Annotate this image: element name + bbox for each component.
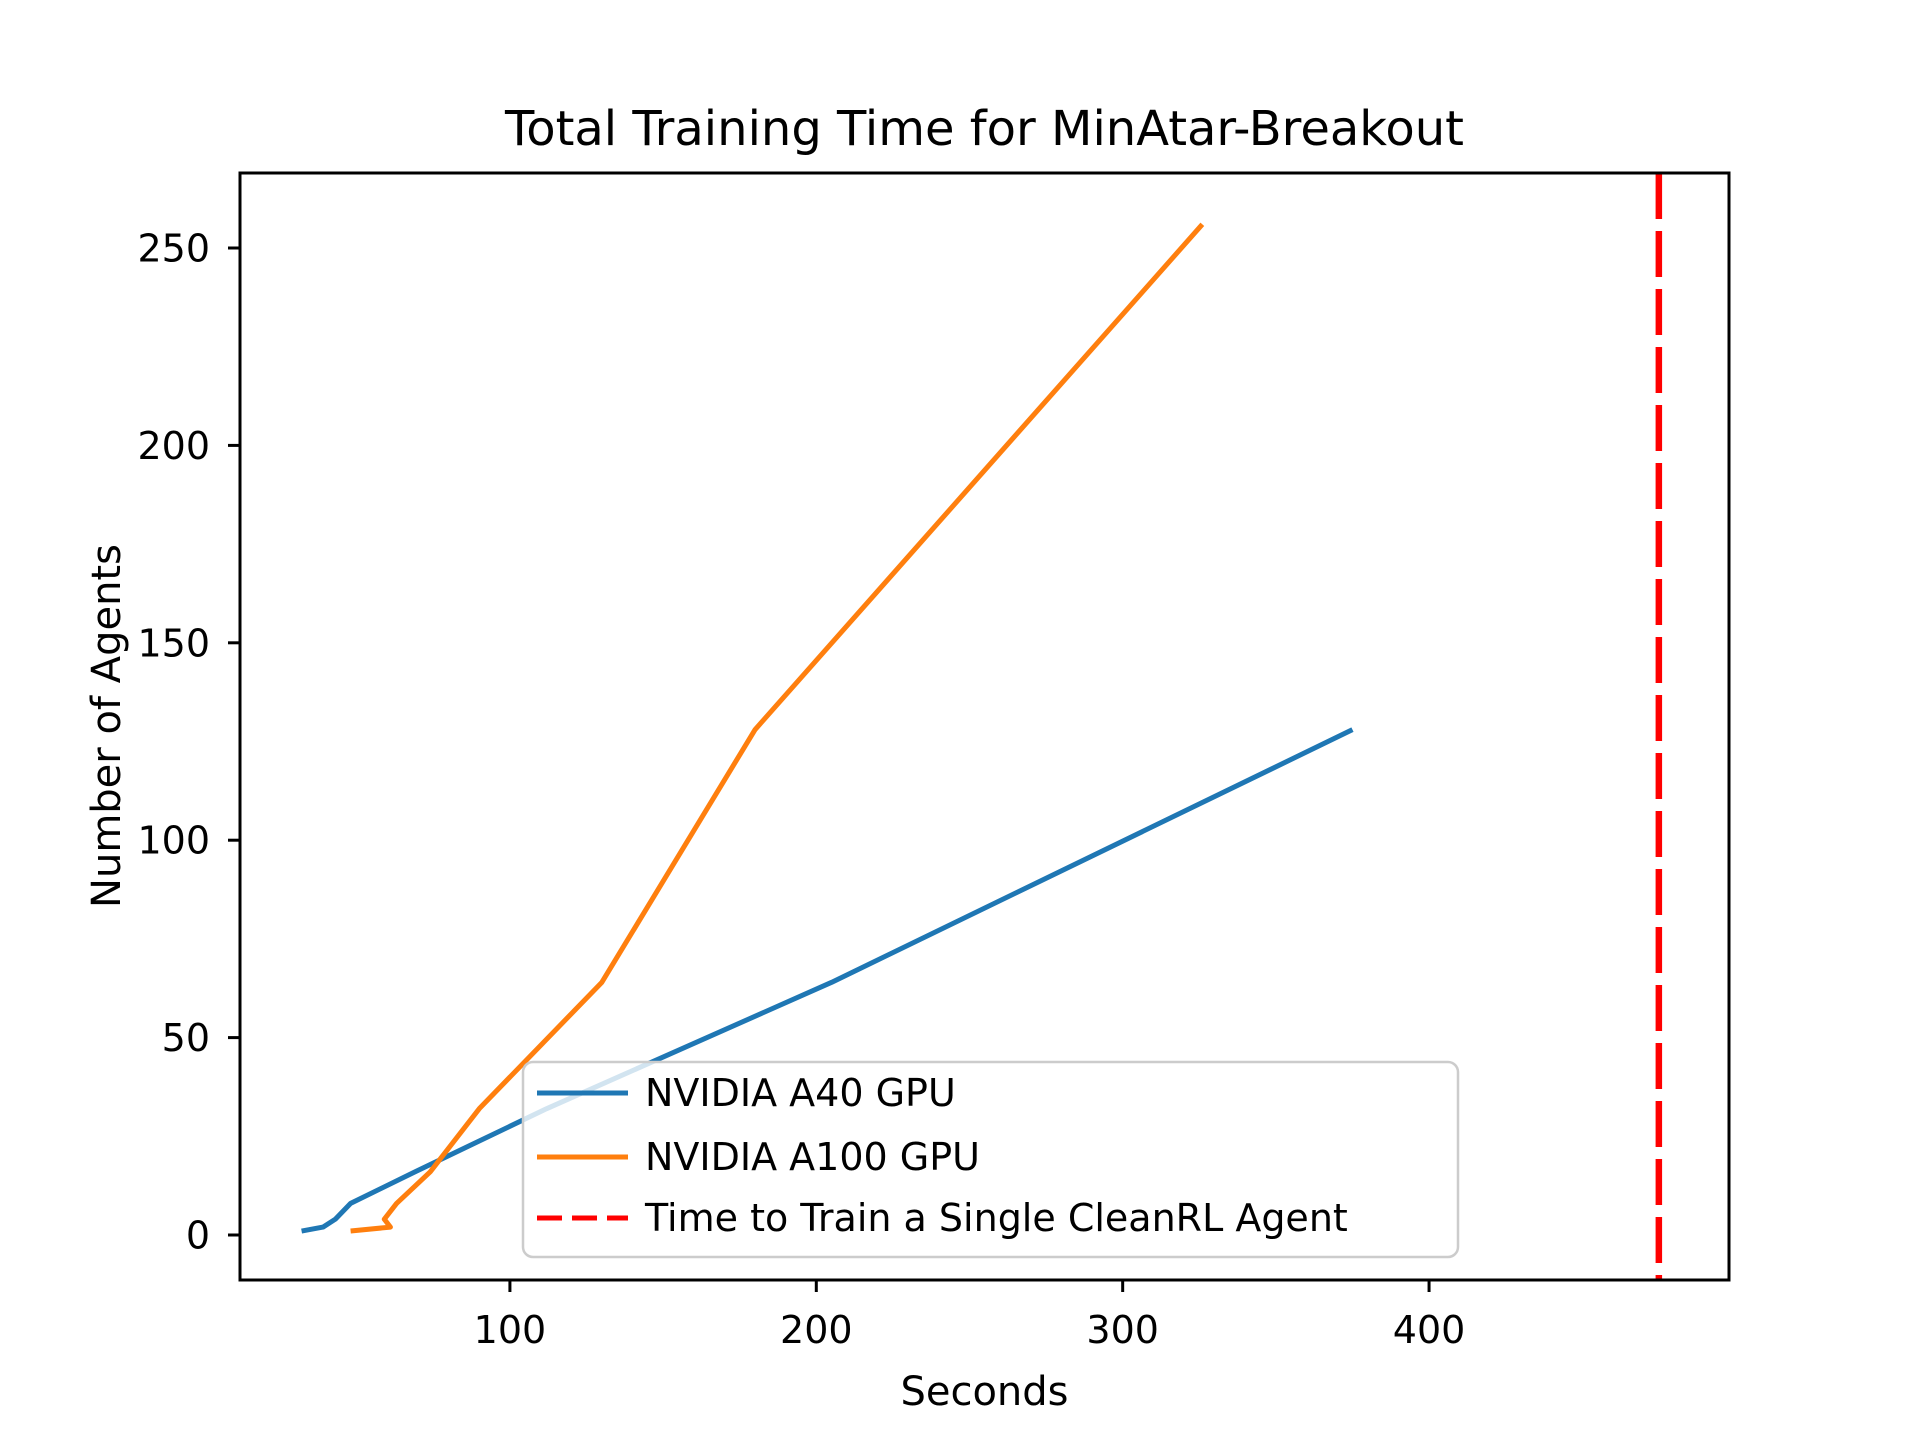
- y-tick-label: 250: [137, 227, 210, 271]
- legend-entry: Time to Train a Single CleanRL Agent: [537, 1196, 1348, 1240]
- series-line-nvidia-a40-gpu: [301, 727, 1354, 1234]
- plot-border: [238, 171, 1731, 1282]
- x-tick-label: 100: [474, 1308, 547, 1352]
- x-tick-label: 300: [1086, 1308, 1159, 1352]
- legend-box: [521, 1060, 1460, 1259]
- chart-title: Total Training Time for MinAtar-Breakout: [504, 101, 1464, 157]
- x-tick-label: 400: [1393, 1308, 1466, 1352]
- series-line-nvidia-a100-gpu: [350, 222, 1205, 1234]
- x-tick-label: 200: [780, 1308, 853, 1352]
- legend-entry: NVIDIA A40 GPU: [537, 1071, 956, 1115]
- legend-label: Time to Train a Single CleanRL Agent: [644, 1196, 1348, 1240]
- y-axis-label: Number of Agents: [84, 544, 130, 908]
- legend-entry: NVIDIA A100 GPU: [537, 1135, 980, 1179]
- legend-label: NVIDIA A100 GPU: [645, 1135, 980, 1179]
- x-axis-label: Seconds: [900, 1369, 1068, 1415]
- y-tick-label: 0: [186, 1213, 210, 1257]
- legend-label: NVIDIA A40 GPU: [645, 1071, 956, 1115]
- y-tick-label: 100: [137, 819, 210, 863]
- y-tick-label: 200: [137, 424, 210, 468]
- y-tick-label: 150: [137, 621, 210, 665]
- y-tick-label: 50: [162, 1016, 210, 1060]
- legend: NVIDIA A40 GPU NVIDIA A100 GPU Time to Tra…: [521, 1060, 1460, 1259]
